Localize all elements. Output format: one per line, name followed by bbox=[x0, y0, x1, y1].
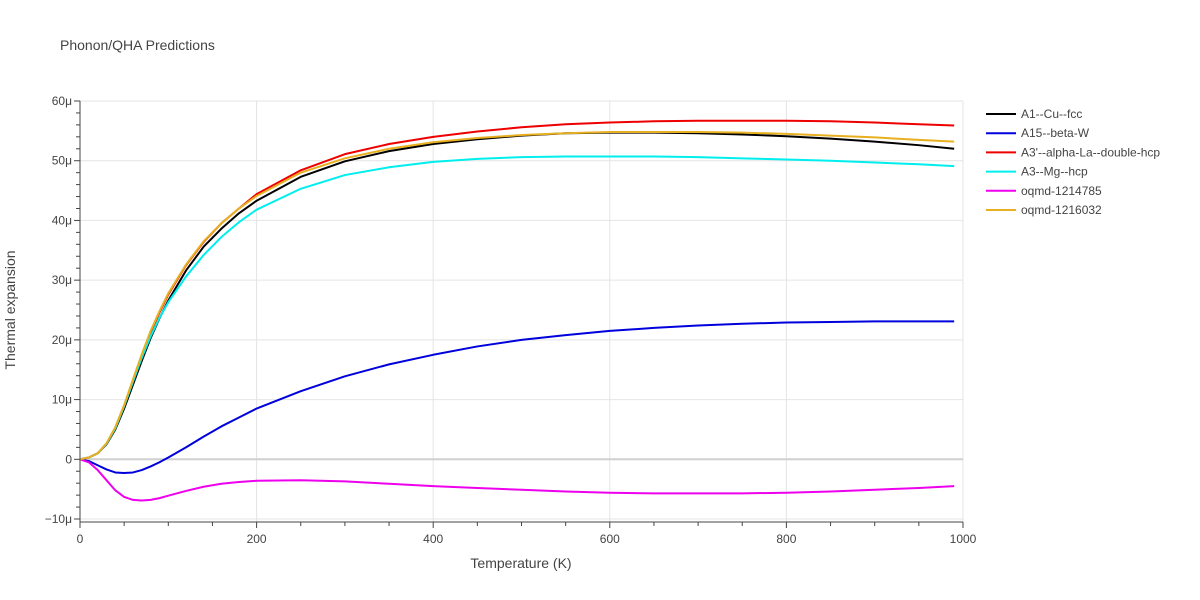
y-tick-label: 60μ bbox=[52, 94, 72, 108]
legend-label: A1--Cu--fcc bbox=[1021, 107, 1082, 121]
y-tick-label: −10μ bbox=[45, 512, 72, 526]
legend-label: A3'--alpha-La--double-hcp bbox=[1021, 145, 1160, 159]
legend-item-5[interactable]: oqmd-1216032 bbox=[986, 203, 1102, 217]
y-tick-label: 50μ bbox=[52, 154, 72, 168]
axes bbox=[74, 100, 964, 528]
legend-label: oqmd-1214785 bbox=[1021, 184, 1102, 198]
series-line-5 bbox=[79, 131, 955, 461]
x-tick-labels: 0 200 400 600 800 1000 bbox=[77, 532, 977, 546]
x-tick-label: 1000 bbox=[950, 532, 977, 546]
legend-item-2[interactable]: A3'--alpha-La--double-hcp bbox=[986, 145, 1160, 159]
legend-label: A15--beta-W bbox=[1021, 126, 1090, 140]
series-line-1 bbox=[79, 320, 955, 475]
grid-lines bbox=[80, 100, 964, 522]
x-axis-title: Temperature (K) bbox=[470, 555, 571, 571]
legend-item-3[interactable]: A3--Mg--hcp bbox=[986, 165, 1088, 179]
series-line-3 bbox=[79, 155, 955, 461]
legend-label: A3--Mg--hcp bbox=[1021, 165, 1088, 179]
series-line-0 bbox=[79, 131, 955, 461]
legend-item-1[interactable]: A15--beta-W bbox=[986, 126, 1090, 140]
y-tick-label: 40μ bbox=[52, 213, 72, 227]
y-tick-label: 30μ bbox=[52, 273, 72, 287]
y-tick-label: 0 bbox=[65, 452, 72, 466]
y-tick-label: 10μ bbox=[52, 393, 72, 407]
chart-title: Phonon/QHA Predictions bbox=[60, 37, 215, 53]
legend-item-4[interactable]: oqmd-1214785 bbox=[986, 184, 1102, 198]
legend-item-0[interactable]: A1--Cu--fcc bbox=[986, 107, 1082, 121]
x-tick-label: 600 bbox=[600, 532, 620, 546]
x-tick-label: 200 bbox=[247, 532, 267, 546]
series-line-2 bbox=[79, 119, 955, 461]
y-axis-title: Thermal expansion bbox=[2, 250, 18, 369]
series-line-4 bbox=[79, 458, 955, 502]
x-tick-label: 800 bbox=[776, 532, 796, 546]
x-tick-label: 0 bbox=[77, 532, 84, 546]
y-tick-label: 20μ bbox=[52, 333, 72, 347]
y-tick-labels: −10μ 0 10μ 20μ 30μ 40μ 50μ 60μ bbox=[45, 94, 73, 526]
legend[interactable]: A1--Cu--fcc A15--beta-W A3'--alpha-La--dou… bbox=[986, 107, 1160, 217]
x-tick-label: 400 bbox=[423, 532, 443, 546]
series-layer bbox=[79, 119, 955, 502]
legend-label: oqmd-1216032 bbox=[1021, 203, 1102, 217]
